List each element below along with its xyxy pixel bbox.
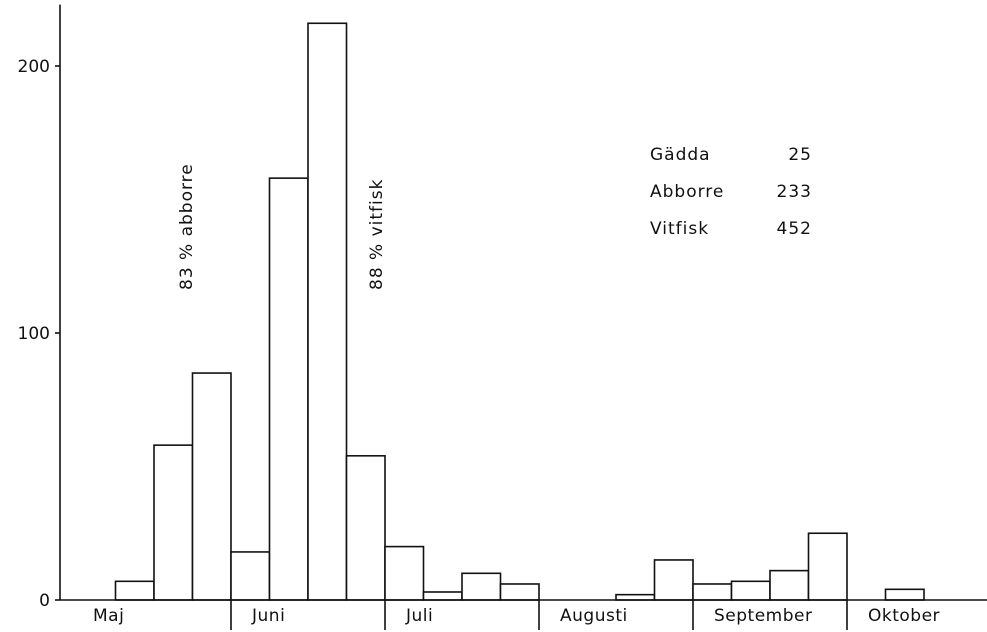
bar	[153, 444, 194, 601]
legend-name-gadda: Gädda	[650, 145, 711, 165]
y-tick-label: 0	[39, 591, 50, 611]
y-tick-label: 100	[18, 324, 50, 344]
annotation-vitfisk: 88 % vitfisk	[367, 179, 387, 290]
bar	[615, 593, 656, 601]
month-label: Augusti	[560, 606, 628, 626]
month-label: Juli	[405, 606, 433, 626]
bar	[807, 532, 848, 601]
bar	[307, 22, 348, 601]
legend-value-vitfisk: 452	[777, 219, 812, 239]
bar	[384, 545, 425, 601]
bar	[499, 583, 540, 601]
bar	[422, 591, 463, 601]
month-label: Oktober	[868, 606, 940, 626]
bar	[653, 559, 694, 601]
legend-name-vitfisk: Vitfisk	[650, 219, 709, 239]
month-label: Juni	[251, 606, 285, 626]
legend-value-abborre: 233	[777, 182, 812, 202]
bar	[345, 455, 386, 601]
legend: Gädda 25 Abborre 233 Vitfisk 452	[650, 145, 812, 239]
axes-group	[55, 4, 987, 630]
month-label: September	[714, 606, 812, 626]
bar	[114, 580, 155, 601]
bar	[730, 580, 771, 601]
bar	[230, 551, 271, 601]
legend-value-gadda: 25	[788, 145, 812, 165]
month-label: Maj	[93, 606, 124, 626]
bar	[268, 177, 309, 601]
bar	[461, 572, 502, 601]
bar	[191, 372, 232, 601]
annotation-abborre: 83 % abborre	[177, 163, 197, 290]
bars-group	[114, 22, 925, 601]
labels-group: 0 100 200 Maj Juni Juli Augusti September Oktobe…	[18, 57, 940, 626]
bar	[769, 569, 810, 601]
legend-name-abborre: Abborre	[650, 182, 724, 202]
bar	[692, 583, 733, 601]
y-tick-label: 200	[18, 57, 50, 77]
bar	[884, 588, 925, 601]
